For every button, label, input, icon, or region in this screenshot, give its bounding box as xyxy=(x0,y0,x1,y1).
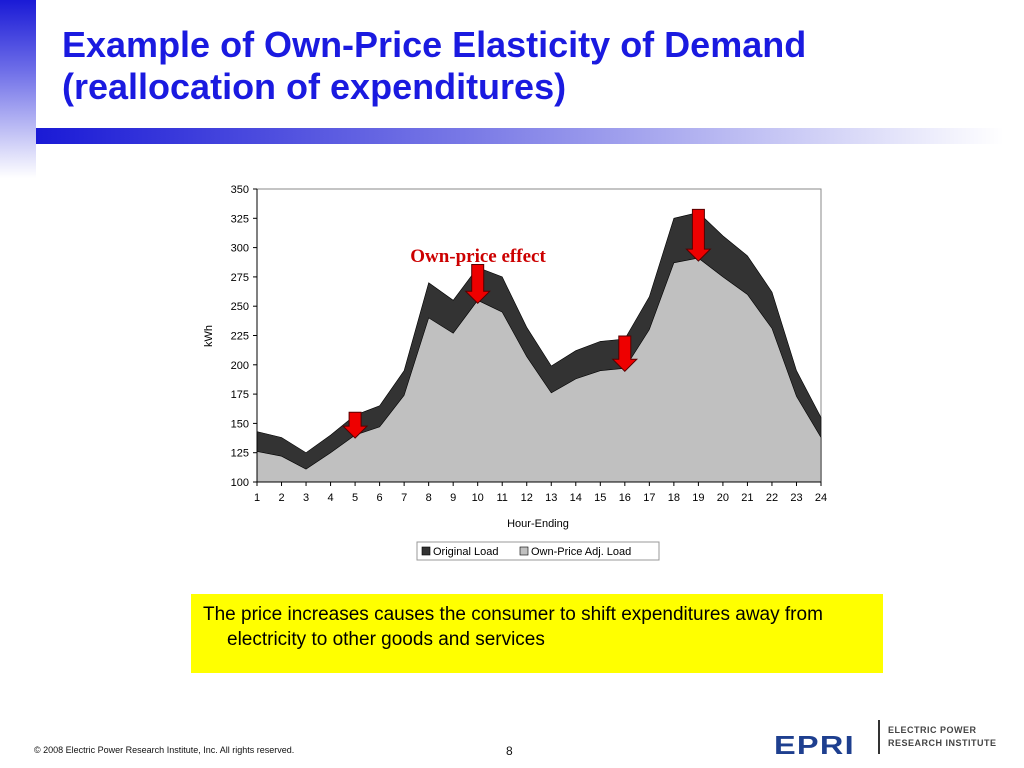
callout-text: The price increases causes the consumer … xyxy=(203,604,823,650)
down-arrow-icon xyxy=(341,411,369,439)
legend: Original Load Own-Price Adj. Load xyxy=(416,541,660,561)
x-tick-label: 11 xyxy=(497,492,508,504)
x-tick-label: 20 xyxy=(717,492,729,504)
x-tick-label: 13 xyxy=(545,492,557,504)
x-tick-label: 17 xyxy=(643,492,655,504)
x-tick-label: 9 xyxy=(450,492,456,504)
logo-line-1: ELECTRIC POWER xyxy=(888,725,977,735)
x-tick-label: 7 xyxy=(401,492,407,504)
epri-logo: EPRI ELECTRIC POWER RESEARCH INSTITUTE xyxy=(774,718,1004,760)
x-tick-label: 3 xyxy=(303,492,309,504)
x-tick-label: 23 xyxy=(790,492,802,504)
x-tick-label: 19 xyxy=(692,492,704,504)
x-tick-label: 12 xyxy=(521,492,533,504)
x-tick-label: 18 xyxy=(668,492,680,504)
x-tick-label: 2 xyxy=(278,492,284,504)
title-line-1: Example of Own-Price Elasticity of Deman… xyxy=(62,24,807,65)
down-arrow-icon xyxy=(611,335,639,373)
y-tick-label: 275 xyxy=(231,272,249,284)
page-number: 8 xyxy=(506,744,513,758)
legend-box xyxy=(416,541,660,561)
x-tick-label: 24 xyxy=(815,492,827,504)
y-tick-label: 250 xyxy=(231,301,249,313)
x-tick-label: 5 xyxy=(352,492,358,504)
x-tick-label: 16 xyxy=(619,492,631,504)
side-gradient-stripe xyxy=(0,0,36,178)
logo-mark: EPRI xyxy=(774,730,855,760)
page-title: Example of Own-Price Elasticity of Deman… xyxy=(62,24,962,108)
y-tick-label: 125 xyxy=(231,448,249,460)
y-tick-label: 100 xyxy=(231,477,249,489)
down-arrow-icon xyxy=(685,208,712,262)
y-tick-label: 300 xyxy=(231,243,249,255)
x-tick-label: 8 xyxy=(426,492,432,504)
x-tick-label: 1 xyxy=(254,492,260,504)
logo-line-2: RESEARCH INSTITUTE xyxy=(888,738,997,748)
logo-text: ELECTRIC POWER RESEARCH INSTITUTE xyxy=(888,724,997,750)
x-tick-label: 14 xyxy=(570,492,582,504)
y-tick-label: 200 xyxy=(231,360,249,372)
x-tick-label: 21 xyxy=(741,492,753,504)
down-arrow-icon xyxy=(464,264,491,305)
y-tick-label: 325 xyxy=(231,213,249,225)
x-axis-label: Hour-Ending xyxy=(507,518,569,530)
x-tick-label: 10 xyxy=(472,492,484,504)
y-tick-label: 150 xyxy=(231,418,249,430)
footer-copyright: © 2008 Electric Power Research Institute… xyxy=(34,745,295,755)
x-tick-label: 15 xyxy=(594,492,606,504)
x-tick-label: 4 xyxy=(328,492,334,504)
series-area-own-price-adj-load xyxy=(256,257,822,483)
y-tick-label: 175 xyxy=(231,389,249,401)
legend-swatch-original xyxy=(421,546,431,556)
y-tick-label: 225 xyxy=(231,331,249,343)
legend-label-original: Original Load xyxy=(433,546,498,558)
y-axis-label: kWh xyxy=(203,325,215,347)
legend-label-adjusted: Own-Price Adj. Load xyxy=(531,546,631,558)
own-price-effect-label: Own-price effect xyxy=(410,246,546,267)
legend-swatch-adjusted xyxy=(519,546,529,556)
x-tick-label: 22 xyxy=(766,492,778,504)
title-underline-bar xyxy=(36,128,1004,144)
callout-box: The price increases causes the consumer … xyxy=(191,594,883,673)
plot-area xyxy=(256,188,822,483)
title-line-2: (reallocation of expenditures) xyxy=(62,66,567,107)
x-tick-label: 6 xyxy=(377,492,383,504)
logo-divider xyxy=(878,720,880,754)
y-tick-label: 350 xyxy=(231,184,249,196)
